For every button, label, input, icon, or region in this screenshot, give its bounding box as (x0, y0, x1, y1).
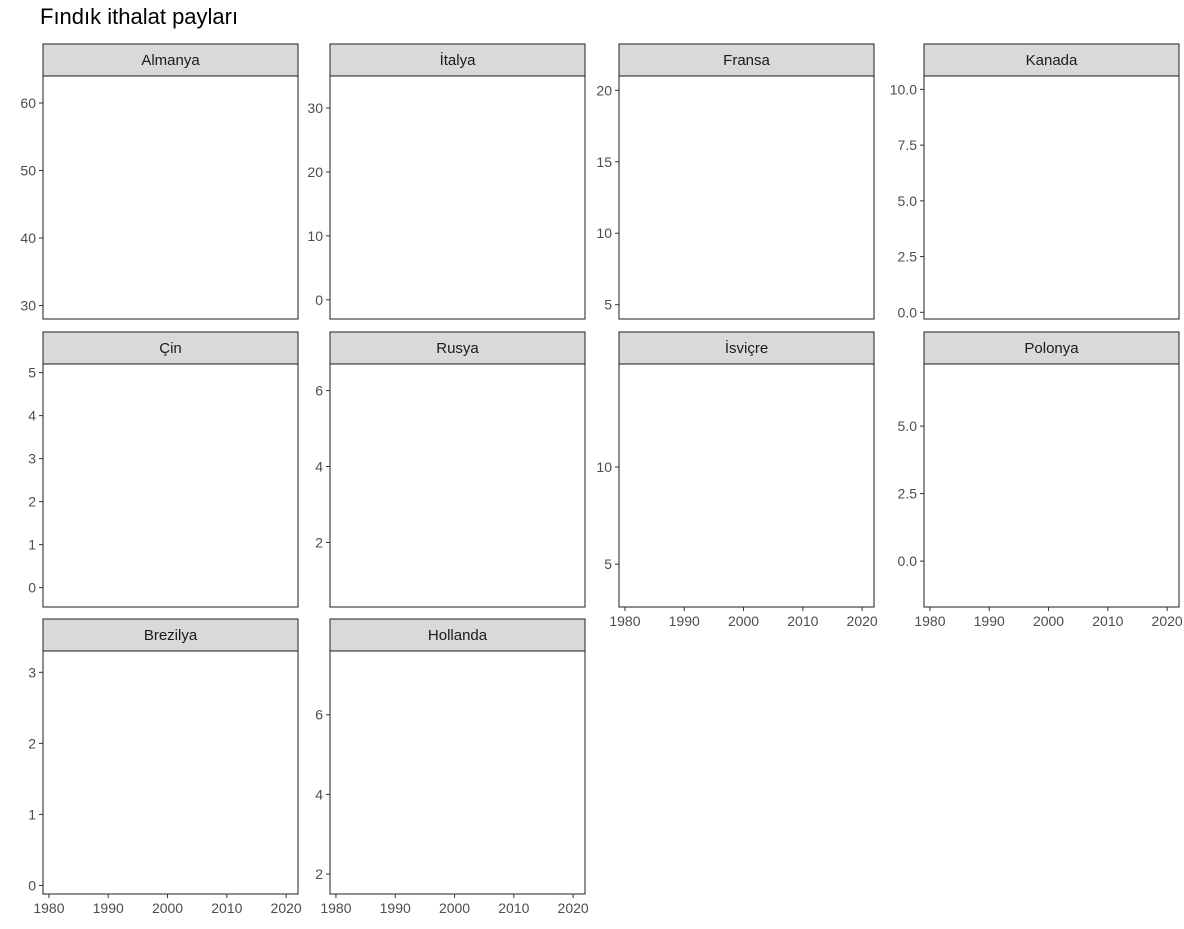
panel-border (618, 75, 875, 320)
strip-label: İtalya (440, 51, 477, 69)
y-tick-label: 20 (307, 164, 323, 180)
y-tick-label: 2 (315, 534, 323, 550)
facet-panel-8: Brezilya 0 1 2 3 1980 1990 2000 2010 2020 (28, 618, 302, 916)
x-tick-label: 2000 (1033, 613, 1064, 629)
y-tick-label: 15 (596, 154, 612, 170)
strip-label: Kanada (1026, 52, 1078, 69)
y-tick-label: 2.5 (898, 249, 918, 265)
strip-label: Polonya (1024, 340, 1079, 357)
x-tick-label: 2010 (498, 900, 529, 916)
y-tick-label: 4 (28, 408, 36, 424)
strip-background (923, 43, 1180, 77)
panel-border (42, 650, 299, 895)
panel-border (923, 75, 1180, 320)
y-tick-label: 5 (604, 556, 612, 572)
y-tick-label: 5.0 (898, 418, 918, 434)
strip-background (329, 618, 586, 652)
facet-panel-1: İtalya 0 10 20 30 (307, 43, 586, 320)
y-tick-label: 60 (20, 95, 36, 111)
y-tick-label: 0 (315, 292, 323, 308)
strip-label: İsviçre (725, 339, 768, 357)
panel-border (42, 75, 299, 320)
facet-panel-3: Kanada 0.0 2.5 5.0 7.5 10.0 (890, 43, 1180, 320)
y-tick-label: 5 (28, 365, 36, 381)
panel-border (923, 363, 1180, 608)
y-tick-label: 1 (28, 806, 36, 822)
x-tick-label: 2010 (787, 613, 818, 629)
y-tick-label: 10.0 (890, 81, 917, 97)
x-tick-label: 1990 (93, 900, 124, 916)
x-tick-label: 1980 (914, 613, 945, 629)
y-tick-label: 4 (315, 786, 323, 802)
y-tick-label: 2.5 (898, 486, 918, 502)
x-tick-label: 1990 (669, 613, 700, 629)
x-tick-label: 1980 (33, 900, 64, 916)
y-tick-label: 2 (28, 494, 36, 510)
x-tick-label: 2020 (558, 900, 589, 916)
y-tick-label: 1 (28, 537, 36, 553)
panel-border (329, 650, 586, 895)
x-tick-label: 2020 (271, 900, 302, 916)
x-tick-label: 2000 (439, 900, 470, 916)
facet-panel-7: Polonya 0.0 2.5 5.0 1980 1990 2000 2010 2020 (898, 331, 1183, 629)
y-tick-label: 50 (20, 163, 36, 179)
y-tick-label: 10 (596, 459, 612, 475)
y-tick-label: 4 (315, 459, 323, 475)
x-tick-label: 2000 (728, 613, 759, 629)
y-tick-label: 5 (604, 297, 612, 313)
facet-panel-6: İsviçre 5 10 1980 1990 2000 2010 2020 (596, 331, 878, 629)
y-tick-label: 20 (596, 82, 612, 98)
strip-background (42, 618, 299, 652)
x-tick-label: 2010 (1092, 613, 1123, 629)
y-tick-label: 5.0 (898, 193, 918, 209)
x-tick-label: 1980 (320, 900, 351, 916)
facet-panel-5: Rusya 2 4 6 (315, 331, 586, 608)
y-tick-label: 0 (28, 580, 36, 596)
y-tick-label: 2 (28, 735, 36, 751)
facet-panel-4: Çin 0 1 2 3 4 5 (28, 331, 299, 608)
x-tick-label: 1990 (974, 613, 1005, 629)
y-tick-label: 10 (307, 228, 323, 244)
facet-panels: Almanya30405060İtalya0102030Fransa510152… (20, 43, 1183, 916)
y-tick-label: 30 (20, 298, 36, 314)
strip-background (923, 331, 1180, 365)
strip-label: Brezilya (144, 627, 198, 644)
strip-label: Fransa (723, 52, 770, 69)
strip-label: Almanya (141, 52, 200, 69)
facet-panel-0: Almanya 30 40 50 60 (20, 43, 299, 320)
y-tick-label: 10 (596, 225, 612, 241)
strip-label: Rusya (436, 340, 479, 357)
chart-title: Fındık ithalat payları (40, 4, 238, 29)
x-tick-label: 2000 (152, 900, 183, 916)
y-tick-label: 3 (28, 664, 36, 680)
facet-panel-9: Hollanda 2 4 6 1980 1990 2000 2010 2020 (315, 618, 589, 916)
panel-border (42, 363, 299, 608)
y-tick-label: 0.0 (898, 304, 918, 320)
strip-background (42, 43, 299, 77)
y-tick-label: 6 (315, 707, 323, 723)
y-tick-label: 2 (315, 866, 323, 882)
panel-border (329, 75, 586, 320)
y-tick-label: 3 (28, 451, 36, 467)
strip-background (618, 43, 875, 77)
strip-label: Çin (159, 340, 182, 357)
y-tick-label: 0.0 (898, 553, 918, 569)
x-tick-label: 2010 (211, 900, 242, 916)
panel-border (329, 363, 586, 608)
strip-background (42, 331, 299, 365)
x-tick-label: 1990 (380, 900, 411, 916)
panel-border (618, 363, 875, 608)
strip-label: Hollanda (428, 627, 488, 644)
y-tick-label: 0 (28, 877, 36, 893)
x-tick-label: 1980 (609, 613, 640, 629)
y-tick-label: 30 (307, 100, 323, 116)
y-tick-label: 40 (20, 230, 36, 246)
x-tick-label: 2020 (1152, 613, 1183, 629)
y-tick-label: 6 (315, 383, 323, 399)
facet-panel-2: Fransa 5 10 15 20 (596, 43, 875, 320)
y-tick-label: 7.5 (898, 137, 918, 153)
x-tick-label: 2020 (847, 613, 878, 629)
strip-background (618, 331, 875, 365)
